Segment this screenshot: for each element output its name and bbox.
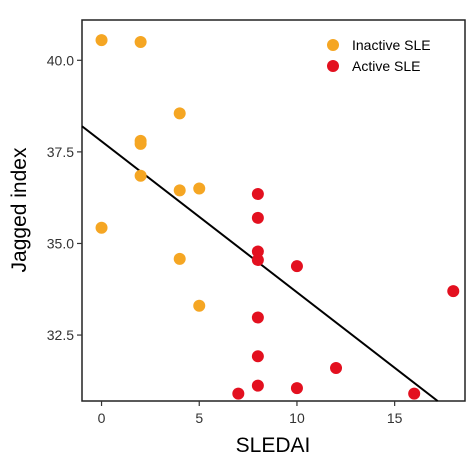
data-point-active-sle-12 [408, 387, 421, 400]
data-point-active-sle-7 [251, 350, 264, 363]
data-point-active-sle-5 [447, 285, 460, 298]
data-point-active-sle-2 [251, 245, 264, 258]
data-point-inactive-sle-2 [173, 107, 186, 120]
data-point-inactive-sle-1 [134, 35, 147, 48]
y-tick-label: 40.0 [47, 52, 74, 68]
data-point-inactive-sle-5 [134, 169, 147, 182]
legend-marker-inactive-sle [327, 39, 339, 51]
x-tick-label: 10 [289, 410, 305, 426]
data-point-active-sle-0 [251, 188, 264, 201]
data-point-inactive-sle-10 [193, 299, 206, 312]
data-point-active-sle-9 [251, 379, 264, 392]
data-point-active-sle-10 [290, 382, 303, 395]
y-tick-label: 37.5 [47, 144, 74, 160]
x-tick-label: 5 [195, 410, 203, 426]
legend: Inactive SLE Active SLE [327, 37, 431, 74]
x-axis-title: SLEDAI [236, 434, 311, 457]
plot-area [81, 19, 466, 402]
data-point-inactive-sle-0 [95, 34, 108, 47]
data-point-active-sle-3 [251, 253, 264, 266]
data-point-active-sle-6 [251, 311, 264, 324]
data-point-inactive-sle-6 [173, 184, 186, 197]
data-point-active-sle-8 [330, 362, 343, 375]
x-tick-label: 15 [387, 410, 403, 426]
data-point-active-sle-1 [251, 211, 264, 224]
data-point-inactive-sle-7 [193, 182, 206, 195]
legend-label-inactive-sle: Inactive SLE [352, 37, 431, 53]
legend-marker-active-sle [327, 60, 339, 72]
data-point-active-sle-4 [290, 260, 303, 273]
data-point-inactive-sle-8 [95, 221, 108, 234]
data-point-active-sle-11 [232, 387, 245, 400]
data-point-inactive-sle-4 [134, 137, 147, 150]
x-tick-label: 0 [98, 410, 106, 426]
y-axis-title: Jagged index [8, 147, 31, 272]
y-tick-label: 35.0 [47, 235, 74, 251]
legend-label-active-sle: Active SLE [352, 58, 420, 74]
y-tick-label: 32.5 [47, 327, 74, 343]
data-point-inactive-sle-9 [173, 252, 186, 265]
